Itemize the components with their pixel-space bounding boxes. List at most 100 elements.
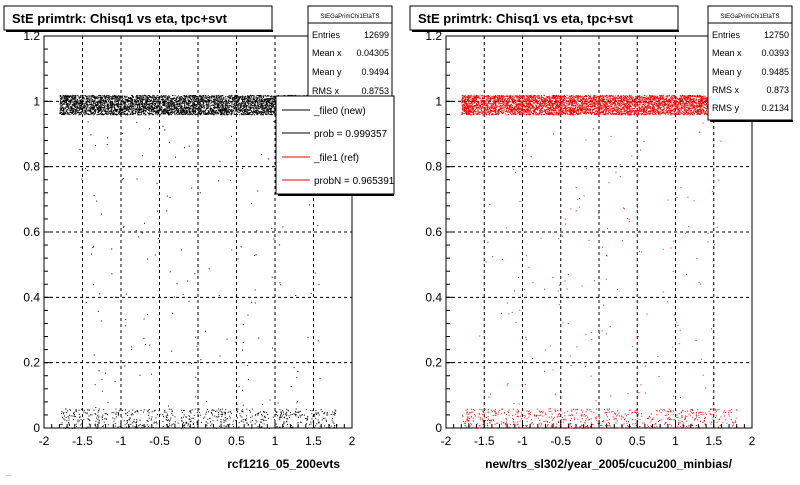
- scatter-point: [189, 103, 190, 104]
- scatter-point: [140, 97, 141, 98]
- scatter-point: [62, 110, 63, 111]
- scatter-point: [165, 106, 166, 107]
- scatter-point: [224, 114, 225, 115]
- scatter-point: [272, 100, 273, 101]
- scatter-point: [63, 100, 64, 101]
- scatter-point: [225, 106, 226, 107]
- scatter-point: [247, 97, 248, 98]
- scatter-point: [63, 114, 64, 115]
- scatter-point: [97, 96, 98, 97]
- scatter-point: [94, 96, 95, 97]
- scatter-point: [215, 112, 216, 113]
- scatter-point: [63, 112, 64, 113]
- scatter-point: [60, 108, 61, 109]
- scatter-point: [138, 103, 139, 104]
- scatter-point: [217, 108, 218, 109]
- scatter-point: [71, 113, 72, 114]
- scatter-point: [271, 103, 272, 104]
- scatter-point: [260, 106, 261, 107]
- scatter-point: [260, 107, 261, 108]
- scatter-point: [186, 104, 187, 105]
- scatter-point: [189, 110, 190, 111]
- scatter-point: [76, 109, 77, 110]
- scatter-point: [254, 114, 255, 115]
- scatter-point: [242, 111, 243, 112]
- scatter-point: [270, 109, 271, 110]
- scatter-point: [241, 104, 242, 105]
- scatter-point: [199, 109, 200, 110]
- scatter-point: [245, 110, 246, 111]
- scatter-point: [208, 106, 209, 107]
- scatter-point: [212, 109, 213, 110]
- scatter-point: [69, 110, 70, 111]
- scatter-point: [146, 114, 147, 115]
- scatter-point: [265, 111, 266, 112]
- scatter-point: [80, 101, 81, 102]
- scatter-point: [131, 106, 132, 107]
- scatter-point: [258, 113, 259, 114]
- scatter-point: [154, 97, 155, 98]
- scatter-point: [226, 110, 227, 111]
- scatter-point: [267, 100, 268, 101]
- scatter-point: [100, 108, 101, 109]
- scatter-point: [107, 104, 108, 105]
- scatter-point: [135, 102, 136, 103]
- scatter-point: [219, 111, 220, 112]
- scatter-point: [202, 111, 203, 112]
- scatter-point: [258, 97, 259, 98]
- scatter-point: [179, 101, 180, 102]
- scatter-point: [108, 100, 109, 101]
- scatter-point: [59, 113, 60, 114]
- scatter-point: [61, 109, 62, 110]
- scatter-point: [73, 99, 74, 100]
- scatter-point: [125, 99, 126, 100]
- scatter-point: [153, 99, 154, 100]
- scatter-point: [259, 103, 260, 104]
- scatter-point: [200, 103, 201, 104]
- scatter-point: [114, 113, 115, 114]
- scatter-point: [259, 113, 260, 114]
- scatter-point: [158, 114, 159, 115]
- scatter-point: [262, 101, 263, 102]
- scatter-point: [70, 102, 71, 103]
- scatter-point: [256, 95, 257, 96]
- scatter-point: [203, 113, 204, 114]
- scatter-point: [256, 97, 257, 98]
- scatter-point: [91, 107, 92, 108]
- scatter-point: [188, 107, 189, 108]
- scatter-point: [175, 110, 176, 111]
- scatter-point: [274, 110, 275, 111]
- scatter-point: [106, 102, 107, 103]
- scatter-point: [147, 96, 148, 97]
- scatter-point: [124, 111, 125, 112]
- scatter-point: [272, 99, 273, 100]
- scatter-point: [107, 102, 108, 103]
- scatter-point: [254, 104, 255, 105]
- scatter-point: [220, 99, 221, 100]
- scatter-point: [191, 105, 192, 106]
- scatter-point: [242, 97, 243, 98]
- scatter-point: [194, 113, 195, 114]
- scatter-point: [109, 98, 110, 99]
- scatter-point: [236, 98, 237, 99]
- scatter-point: [146, 109, 147, 110]
- scatter-point: [220, 114, 221, 115]
- scatter-point: [118, 104, 119, 105]
- scatter-point: [256, 106, 257, 107]
- scatter-point: [206, 96, 207, 97]
- scatter-point: [216, 95, 217, 96]
- scatter-point: [72, 108, 73, 109]
- scatter-point: [187, 113, 188, 114]
- scatter-point: [84, 110, 85, 111]
- scatter-point: [250, 112, 251, 113]
- scatter-point: [226, 103, 227, 104]
- scatter-point: [182, 114, 183, 115]
- scatter-point: [69, 96, 70, 97]
- scatter-point: [114, 98, 115, 99]
- scatter-point: [235, 105, 236, 106]
- scatter-point: [76, 95, 77, 96]
- scatter-point: [80, 95, 81, 96]
- scatter-point: [89, 99, 90, 100]
- scatter-point: [262, 112, 263, 113]
- scatter-point: [71, 107, 72, 108]
